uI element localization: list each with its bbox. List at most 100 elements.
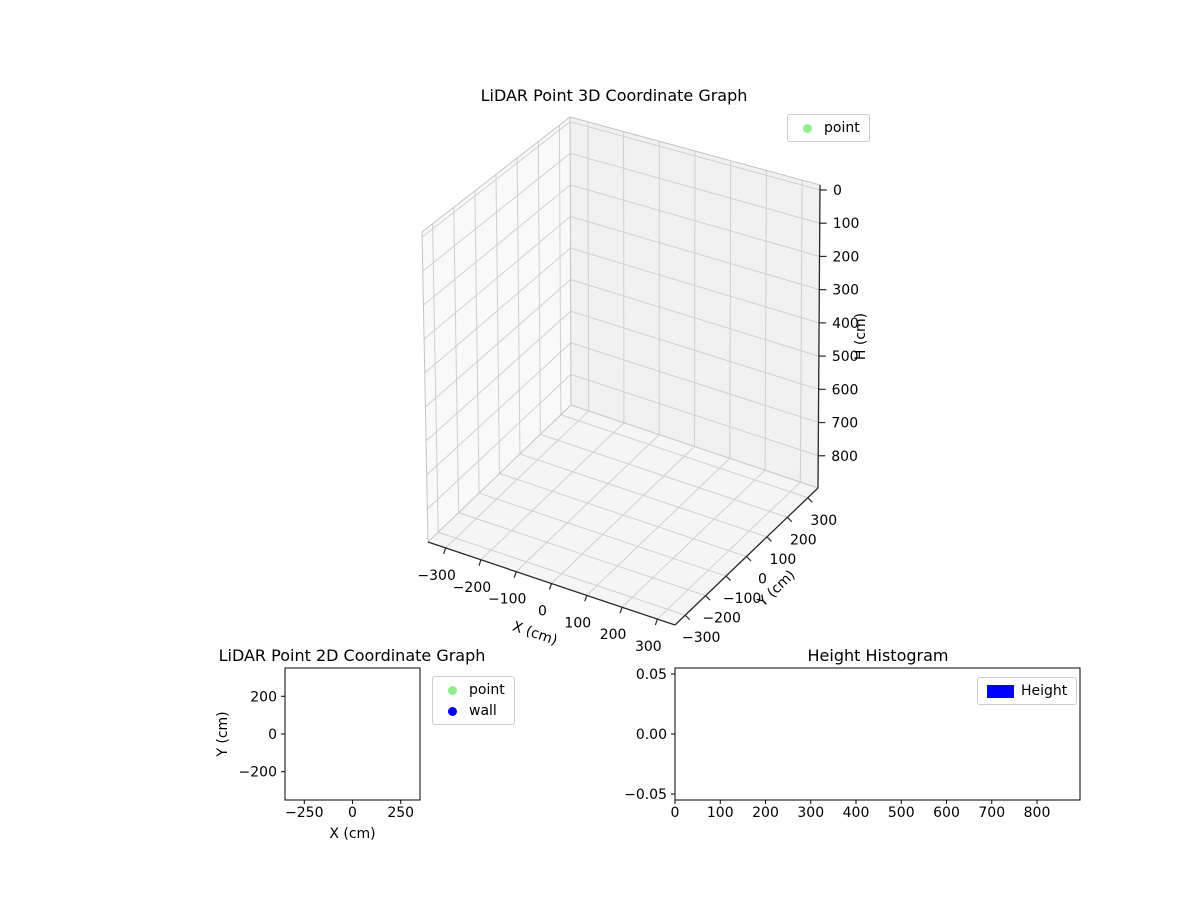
wall-marker-icon xyxy=(447,706,457,716)
tick-mark xyxy=(619,607,623,614)
grid-line xyxy=(474,190,480,494)
grid-line xyxy=(799,180,803,483)
legend-label: wall xyxy=(469,703,497,719)
tick-mark xyxy=(766,536,772,542)
y-tick-label: 0 xyxy=(758,572,767,588)
tick-mark xyxy=(654,618,658,626)
tick-mark xyxy=(705,595,711,601)
grid-line xyxy=(570,373,819,457)
x-tick-label: 400 xyxy=(843,805,870,821)
z-axis-line xyxy=(817,184,821,489)
grid-line xyxy=(425,310,572,442)
z-tick-label: 400 xyxy=(832,316,859,332)
y-tick-label: −100 xyxy=(723,591,761,607)
legend-label: Height xyxy=(1021,683,1068,699)
z-tick-label: 500 xyxy=(832,349,859,365)
legend-item-point: point xyxy=(797,119,860,137)
grid-line xyxy=(426,342,572,476)
grid-line xyxy=(438,531,686,616)
plot3d-title: LiDAR Point 3D Coordinate Graph xyxy=(480,86,748,105)
hist-legend: Height xyxy=(977,677,1078,705)
y-tick-label: 0.00 xyxy=(636,727,667,743)
x-tick-label: 800 xyxy=(1024,805,1051,821)
height-swatch-icon xyxy=(987,684,1014,698)
pane-edge xyxy=(427,404,572,543)
x-tick-label: 300 xyxy=(635,639,662,655)
x-tick-label: 500 xyxy=(888,805,915,821)
z-tick-label: 800 xyxy=(831,449,858,465)
x-axis-label: X (cm) xyxy=(329,826,375,842)
grid-line xyxy=(519,453,768,538)
x-tick-label: 200 xyxy=(600,627,627,643)
grid-line xyxy=(423,184,571,306)
x-tick-label: 100 xyxy=(564,615,591,631)
tick-mark xyxy=(478,559,482,566)
grid-line xyxy=(495,174,500,474)
x-axis-label: X (cm) xyxy=(510,619,559,649)
grid-line xyxy=(764,170,767,471)
y-tick-label: −0.05 xyxy=(624,787,667,803)
grid-line xyxy=(570,310,819,390)
z-axis-label: H (cm) xyxy=(853,313,869,360)
tick-mark xyxy=(548,583,553,590)
grid-line xyxy=(570,215,820,291)
grid-line xyxy=(424,247,571,374)
z-tick-label: 300 xyxy=(832,283,859,299)
axes-frame xyxy=(284,667,421,801)
grid-line xyxy=(570,279,820,357)
point-marker-icon xyxy=(447,685,457,695)
grid-line xyxy=(427,374,572,510)
legend-label: point xyxy=(824,120,860,136)
grid-line xyxy=(478,492,727,577)
z-tick-label: 700 xyxy=(831,416,858,432)
x-tick-label: 200 xyxy=(752,805,779,821)
y-tick-label: 0 xyxy=(268,727,277,743)
y-tick-label: −300 xyxy=(682,630,720,646)
x-tick-label: 300 xyxy=(797,805,824,821)
pane-edge xyxy=(570,404,819,489)
y-tick-label: 0.05 xyxy=(636,667,667,683)
y-tick-label: 200 xyxy=(790,532,817,548)
hist-title: Height Histogram xyxy=(807,646,949,665)
z-tick-label: 100 xyxy=(833,216,860,232)
grid-line xyxy=(453,207,460,513)
point-marker-icon xyxy=(802,123,812,133)
x-tick-label: 600 xyxy=(933,805,960,821)
legend-label: point xyxy=(469,682,505,698)
x-tick-label: −250 xyxy=(285,805,323,821)
grid-line xyxy=(570,184,820,257)
x-tick-label: −200 xyxy=(453,580,491,596)
tick-mark xyxy=(807,497,813,503)
legend-item-height: Height xyxy=(987,682,1067,700)
grid-line xyxy=(499,473,747,557)
z-tick-label: 0 xyxy=(833,183,842,199)
legend-item-wall: wall xyxy=(442,702,505,720)
plot2d-legend: point wall xyxy=(432,676,515,725)
y-tick-label: −200 xyxy=(239,765,277,781)
y-tick-label: −200 xyxy=(702,611,740,627)
x-tick-label: −100 xyxy=(488,592,526,608)
pane-edge xyxy=(569,116,572,406)
grid-line xyxy=(569,121,821,191)
grid-line xyxy=(570,342,819,424)
y-tick-label: 100 xyxy=(770,552,797,568)
x-tick-label: 700 xyxy=(978,805,1005,821)
x-tick-label: −300 xyxy=(417,568,455,584)
legend-handle xyxy=(797,123,817,133)
z-tick-label: 600 xyxy=(832,382,859,398)
pane-edge xyxy=(421,116,571,233)
legend-handle xyxy=(442,706,462,716)
grid-line xyxy=(587,121,590,411)
grid-line xyxy=(423,216,571,340)
grid-line xyxy=(425,279,571,408)
grid-line xyxy=(560,414,808,499)
grid-line xyxy=(516,158,521,454)
x-tick-label: 0 xyxy=(348,805,357,821)
grid-line xyxy=(540,433,788,518)
grid-line xyxy=(458,512,706,597)
grid-line xyxy=(422,152,571,272)
pane-x xyxy=(422,117,571,542)
grid-line xyxy=(537,141,541,435)
